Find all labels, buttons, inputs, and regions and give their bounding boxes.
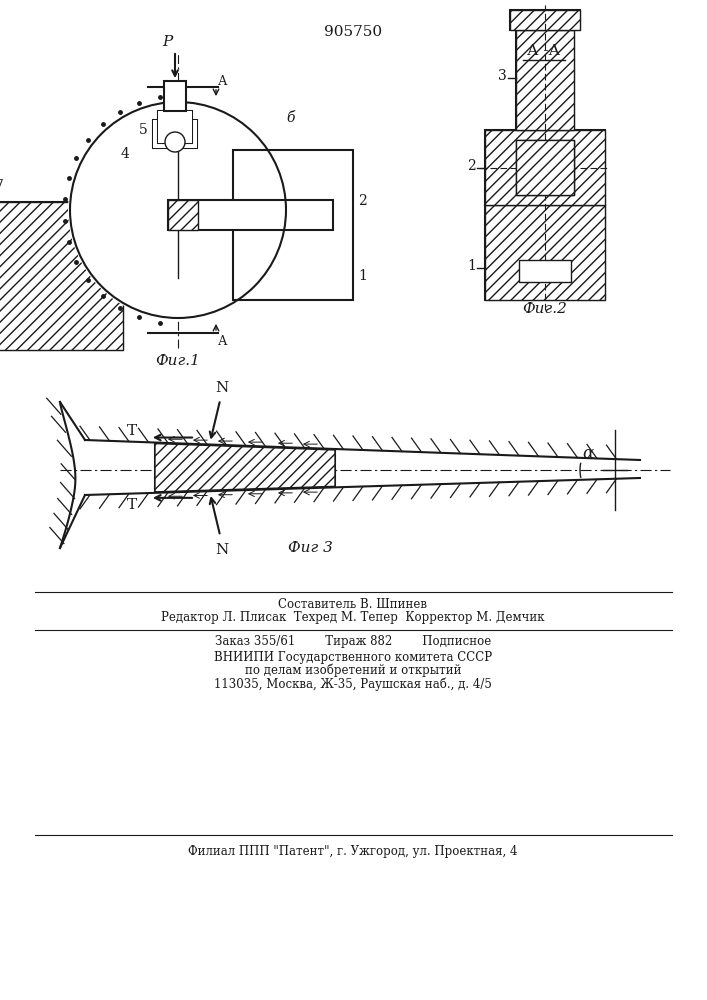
Text: Фиг.2: Фиг.2	[522, 302, 568, 316]
Bar	[0, 202, 123, 350]
Text: 1: 1	[467, 259, 476, 273]
Bar	[485, 205, 605, 300]
Text: А: А	[218, 75, 228, 88]
Bar	[510, 10, 580, 30]
Bar	[516, 140, 574, 195]
Text: Редактор Л. Плисак  Техред М. Тепер  Корректор М. Демчик: Редактор Л. Плисак Техред М. Тепер Корре…	[161, 610, 545, 624]
Text: T: T	[127, 424, 137, 438]
Text: 113035, Москва, Ж-35, Раушская наб., д. 4/5: 113035, Москва, Ж-35, Раушская наб., д. …	[214, 677, 492, 691]
Polygon shape	[70, 102, 178, 318]
Bar	[0, 202, 123, 350]
Text: Составитель В. Шпинев: Составитель В. Шпинев	[279, 598, 428, 611]
Bar	[485, 130, 605, 205]
Bar	[168, 200, 198, 230]
Bar	[516, 30, 574, 130]
Text: А: А	[218, 335, 228, 348]
Bar	[168, 200, 333, 230]
Bar	[485, 130, 605, 205]
Bar	[233, 150, 353, 300]
Text: 4: 4	[121, 147, 130, 161]
Text: 2: 2	[358, 194, 367, 208]
Text: 3: 3	[270, 149, 279, 163]
Bar	[510, 10, 580, 30]
Bar	[178, 140, 250, 280]
Text: T: T	[127, 498, 137, 512]
Text: б: б	[286, 111, 295, 125]
Text: по делам изобретений и открытий: по делам изобретений и открытий	[245, 663, 461, 677]
Text: Филиал ППП "Патент", г. Ужгород, ул. Проектная, 4: Филиал ППП "Патент", г. Ужгород, ул. Про…	[188, 846, 518, 858]
Text: P: P	[162, 35, 173, 49]
Bar	[158, 111, 192, 143]
Text: 5: 5	[139, 123, 148, 137]
Text: Фиг 3: Фиг 3	[288, 541, 332, 555]
Text: Фиг.1: Фиг.1	[156, 354, 201, 368]
Polygon shape	[110, 142, 246, 210]
Polygon shape	[178, 102, 286, 318]
Text: N: N	[215, 543, 228, 557]
Polygon shape	[155, 444, 335, 492]
Bar	[164, 81, 186, 111]
Circle shape	[68, 100, 288, 320]
Text: N: N	[215, 381, 228, 395]
Bar	[153, 120, 197, 148]
Polygon shape	[155, 444, 335, 492]
Text: ВНИИПИ Государственного комитета СССР: ВНИИПИ Государственного комитета СССР	[214, 650, 492, 664]
Text: Заказ 355/61        Тираж 882        Подписное: Заказ 355/61 Тираж 882 Подписное	[215, 636, 491, 648]
Bar	[516, 30, 574, 130]
Circle shape	[165, 132, 185, 152]
Polygon shape	[110, 210, 246, 278]
Bar	[519, 260, 571, 282]
Bar	[485, 205, 605, 300]
Text: 1: 1	[358, 269, 367, 283]
Text: 2: 2	[467, 159, 476, 173]
Bar	[158, 111, 192, 143]
Text: 3: 3	[498, 69, 507, 83]
Bar	[516, 140, 574, 195]
Text: α: α	[582, 445, 593, 462]
Text: 905750: 905750	[324, 25, 382, 39]
Text: А -А: А -А	[527, 44, 560, 58]
Text: 7: 7	[0, 179, 4, 193]
Bar	[153, 120, 197, 148]
